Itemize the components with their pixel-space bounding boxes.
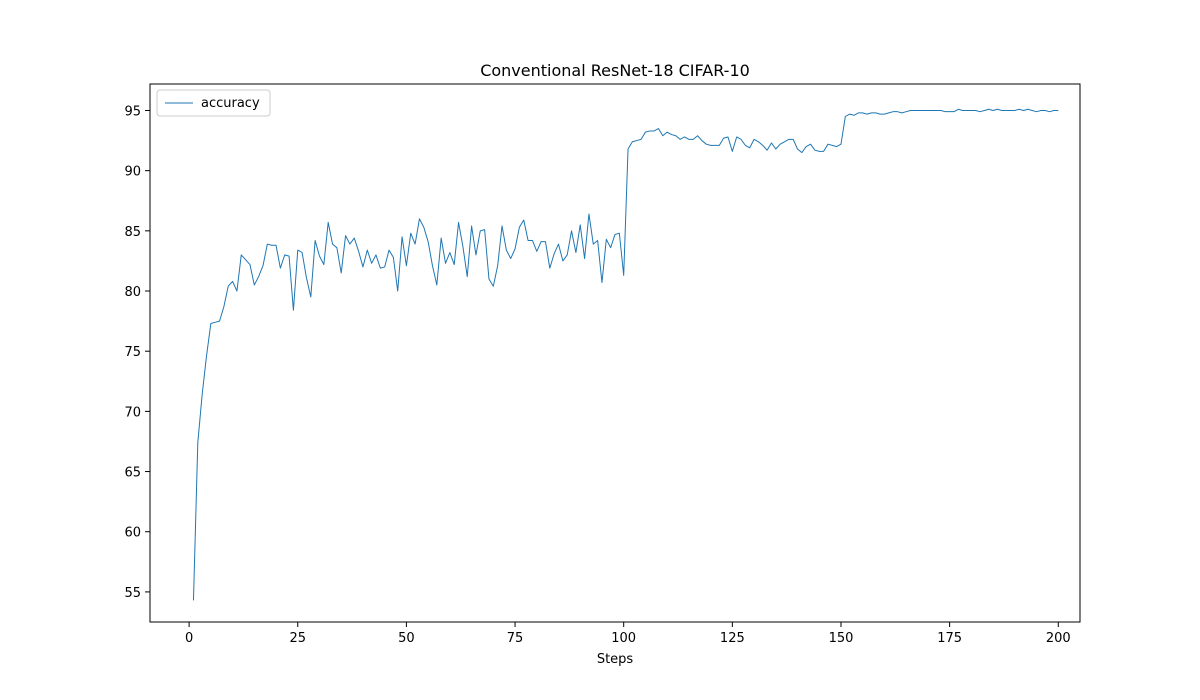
x-tick-label: 25	[289, 631, 306, 646]
plot-area	[192, 108, 1059, 601]
y-tick-label: 80	[124, 285, 141, 300]
legend: accuracy	[156, 89, 271, 117]
y-tick-label: 75	[124, 345, 141, 360]
x-tick-label: 0	[185, 631, 193, 646]
legend-frame	[156, 89, 271, 117]
x-axis: 0 25 50 75 100 125 150 175 200	[185, 622, 1071, 646]
chart-title: Conventional ResNet-18 CIFAR-10	[480, 61, 750, 80]
legend-label-accuracy: accuracy	[201, 96, 260, 111]
x-tick-label: 100	[611, 631, 636, 646]
x-tick-label: 125	[720, 631, 745, 646]
y-tick-label: 55	[124, 586, 141, 601]
series-line-accuracy	[192, 108, 1059, 601]
y-tick-label: 70	[124, 405, 141, 420]
y-tick-label: 60	[124, 526, 141, 541]
y-axis: 55 60 65 70 75 80 85 90 95	[124, 104, 150, 601]
y-tick-label: 90	[124, 165, 141, 180]
y-tick-label: 95	[124, 104, 141, 119]
y-tick-label: 85	[124, 225, 141, 240]
x-tick-label: 175	[937, 631, 962, 646]
x-tick-label: 150	[829, 631, 854, 646]
y-tick-label: 65	[124, 466, 141, 481]
x-tick-label: 50	[398, 631, 415, 646]
x-tick-label: 200	[1046, 631, 1071, 646]
x-axis-label: Steps	[597, 652, 634, 667]
axes-frame	[149, 83, 1081, 623]
x-tick-label: 75	[507, 631, 524, 646]
